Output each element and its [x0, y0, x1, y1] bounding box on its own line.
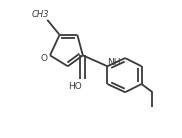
Text: CH3: CH3 [32, 10, 49, 19]
Text: HO: HO [68, 82, 82, 91]
Text: NH: NH [107, 58, 120, 67]
Text: O: O [40, 54, 47, 63]
